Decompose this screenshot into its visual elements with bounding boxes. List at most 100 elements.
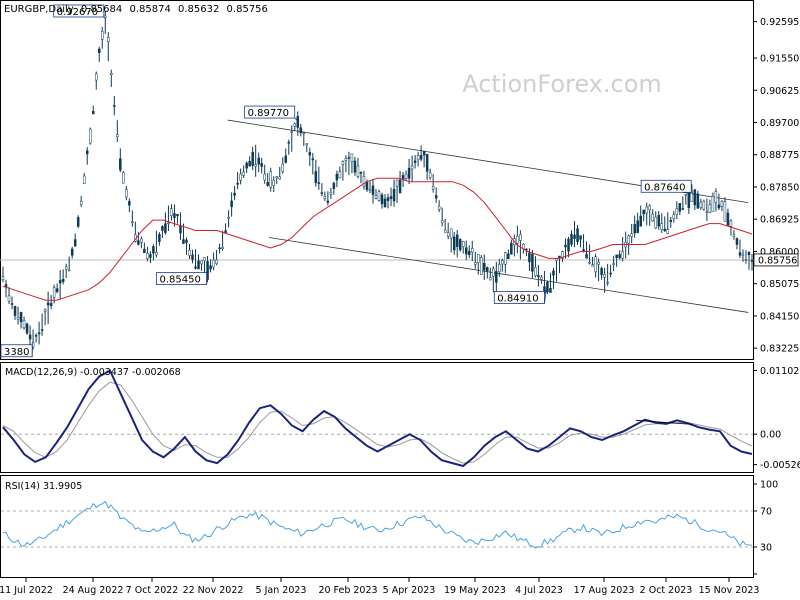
price-annotation: 3380 (0, 342, 33, 358)
candle-body (263, 173, 266, 181)
candle-body (131, 221, 134, 224)
candle-body (236, 182, 239, 185)
candle-body (10, 303, 14, 305)
candle-body (40, 329, 44, 331)
candle-body (362, 176, 366, 187)
candle-body (437, 206, 441, 210)
candle-body (125, 189, 128, 198)
current-price-tag-label: 0.85756 (758, 255, 797, 266)
price-tick-label: 0.92595 (760, 17, 799, 28)
candle-body (738, 252, 742, 256)
axis-layer: 0.92595 0.91550 0.90625 0.89700 0.88775 0.878… (0, 17, 800, 596)
candle-body (91, 111, 95, 115)
x-tick-label: 15 Nov 2023 (699, 585, 760, 596)
candle-body (305, 143, 309, 146)
candle-body (690, 190, 694, 203)
candle-body (28, 334, 32, 340)
candle-body (200, 260, 203, 265)
macd-divergence-line (635, 419, 693, 425)
price-tick-label: 0.86925 (760, 215, 799, 226)
candle-body (486, 267, 489, 271)
x-tick-label: 24 Aug 2022 (63, 585, 124, 596)
candle-body (549, 288, 552, 293)
candle-body (281, 163, 284, 172)
candle-body (215, 259, 218, 264)
x-tick-label: 11 Jul 2022 (0, 585, 53, 596)
candle-body (233, 192, 236, 196)
candle-body (531, 253, 534, 272)
candle-body (332, 182, 336, 189)
candle-body (356, 165, 360, 177)
candle-body (708, 204, 712, 213)
candle-body (642, 209, 645, 215)
candle-body (377, 191, 381, 201)
candle-body (70, 248, 74, 256)
candle-body (107, 37, 110, 42)
candle-body (392, 188, 396, 202)
candle-body (621, 251, 624, 259)
candle-body (43, 309, 47, 312)
x-tick-label: 20 Feb 2023 (318, 585, 377, 596)
candle-body (188, 250, 191, 256)
price-annotation-box (244, 105, 296, 119)
candle-body (140, 238, 143, 243)
candle-body (37, 332, 41, 335)
candle-body (645, 206, 648, 214)
candle-body (744, 259, 748, 261)
candle-body (122, 172, 125, 184)
candle-body (699, 201, 703, 208)
candle-body (675, 208, 679, 215)
candle-body (67, 269, 71, 272)
candle-body (146, 253, 149, 259)
candle-body (684, 193, 688, 196)
candle-body (461, 241, 465, 247)
candle-body (185, 239, 188, 243)
candle-body (618, 254, 621, 259)
macd-signal-line (2, 381, 753, 464)
candle-body (269, 171, 272, 188)
price-annotation: 0.85450 (156, 270, 210, 286)
candle-body (687, 192, 691, 209)
current-price-tag (753, 253, 799, 267)
x-tick-label: 17 Aug 2023 (574, 585, 635, 596)
candle-body (380, 194, 384, 205)
candle-body (534, 267, 537, 276)
macd-title: MACD(12,26,9) -0.003437 -0.002068 (5, 367, 181, 378)
candle-body (428, 172, 432, 178)
candle-body (714, 191, 718, 203)
candle-body (600, 268, 603, 275)
candle-body (735, 238, 739, 245)
price-annotation-box (156, 272, 208, 286)
candle-body (167, 222, 170, 224)
price-panel-frame (0, 0, 754, 360)
candle-body (561, 251, 564, 259)
candle-body (410, 165, 414, 170)
candle-body (239, 173, 242, 181)
x-tick-label: 7 Oct 2022 (126, 585, 179, 596)
candle-body (422, 151, 426, 156)
candle-body (666, 229, 670, 234)
candle-body (483, 262, 486, 271)
candle-body (585, 254, 588, 259)
candle-body (299, 127, 303, 134)
candle-body (443, 229, 447, 233)
candle-body (516, 235, 519, 244)
candle-body (227, 216, 230, 219)
candle-body (567, 238, 570, 252)
candle-body (353, 160, 357, 173)
candle-body (612, 263, 615, 265)
candle-body (489, 277, 492, 281)
rsi-tick-label: 70 (760, 507, 772, 518)
candle-body (425, 153, 429, 172)
candle-body (245, 162, 248, 169)
rsi-tick-label: 30 (760, 543, 772, 554)
candle-body (254, 164, 257, 167)
x-tick-label: 5 Jan 2023 (256, 585, 307, 596)
candle-body (82, 175, 86, 184)
candle-body (272, 179, 275, 186)
candle-body (651, 213, 654, 222)
candle-body (537, 274, 540, 278)
candle-body (732, 234, 736, 237)
candle-body (528, 252, 531, 263)
price-annotation: 0.89770 (244, 105, 298, 121)
